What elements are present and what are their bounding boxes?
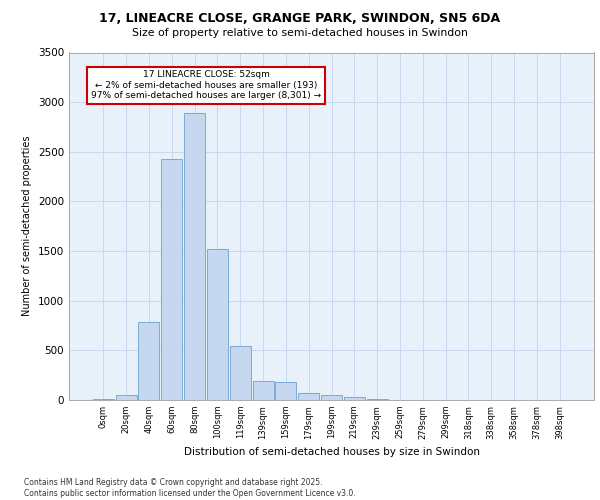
Bar [184,113,205,400]
X-axis label: Distribution of semi-detached houses by size in Swindon: Distribution of semi-detached houses by … [184,447,479,457]
Bar [230,346,251,400]
Text: Contains HM Land Registry data © Crown copyright and database right 2025.
Contai: Contains HM Land Registry data © Crown c… [24,478,356,498]
Bar [161,158,182,400]
Bar [344,397,365,400]
Bar [139,322,160,400]
Bar [367,398,388,400]
Text: Size of property relative to semi-detached houses in Swindon: Size of property relative to semi-detach… [132,28,468,38]
Bar [298,392,319,400]
Bar [275,382,296,400]
Bar [253,380,274,400]
Bar [321,395,342,400]
Text: 17 LINEACRE CLOSE: 52sqm
← 2% of semi-detached houses are smaller (193)
97% of s: 17 LINEACRE CLOSE: 52sqm ← 2% of semi-de… [91,70,321,100]
Bar [116,395,137,400]
Bar [207,249,228,400]
Bar [93,398,114,400]
Y-axis label: Number of semi-detached properties: Number of semi-detached properties [22,136,32,316]
Text: 17, LINEACRE CLOSE, GRANGE PARK, SWINDON, SN5 6DA: 17, LINEACRE CLOSE, GRANGE PARK, SWINDON… [100,12,500,26]
